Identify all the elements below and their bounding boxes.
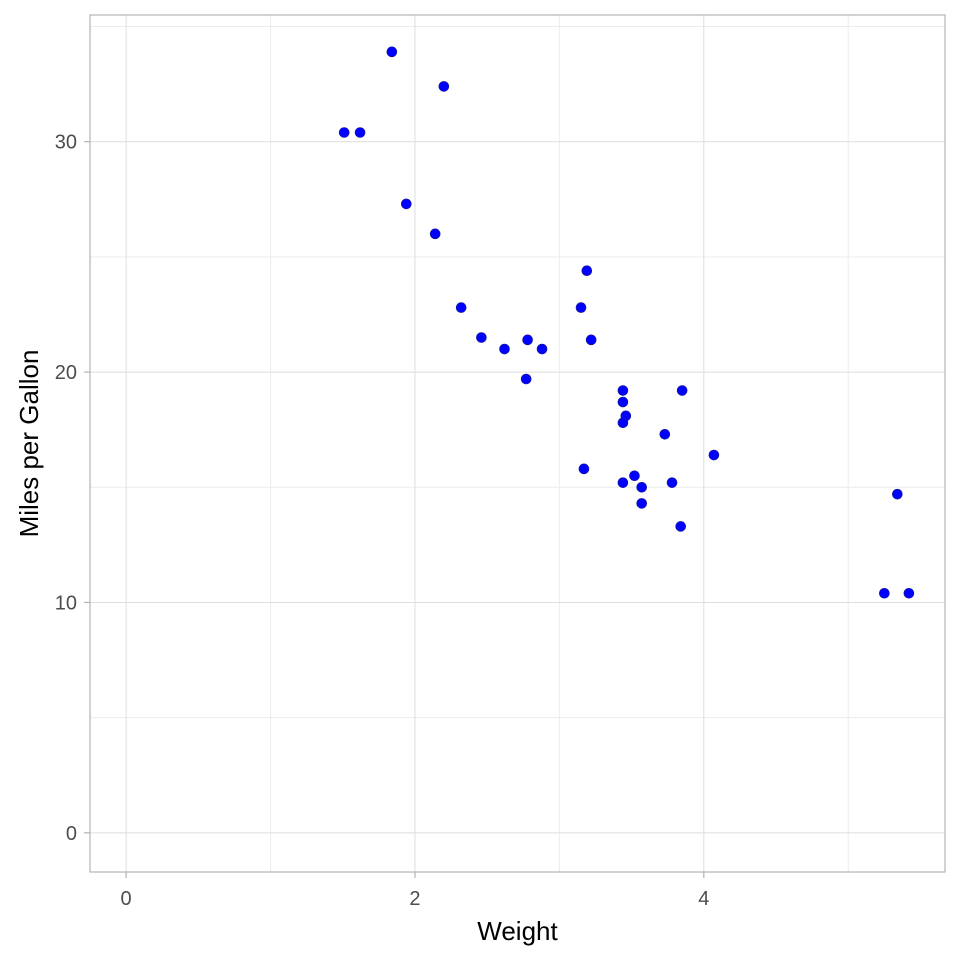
y-tick-label: 20 (55, 362, 77, 384)
x-axis-title: Weight (477, 916, 558, 946)
data-point (575, 302, 587, 313)
data-point (708, 449, 720, 461)
data-point (636, 481, 648, 493)
data-point (903, 587, 915, 599)
data-point (499, 343, 510, 355)
data-point (578, 463, 590, 475)
y-tick-label: 10 (55, 592, 77, 614)
data-point (617, 385, 629, 396)
y-tick-label: 30 (55, 132, 77, 154)
data-point (429, 228, 441, 240)
data-point (520, 373, 532, 385)
data-point (536, 343, 548, 355)
data-point (617, 417, 629, 429)
data-point (585, 334, 597, 346)
data-point (522, 334, 533, 346)
data-point (636, 498, 648, 509)
data-point (659, 428, 671, 440)
data-point (879, 587, 890, 599)
data-points (338, 46, 915, 599)
y-tick-label: 0 (66, 823, 77, 845)
data-point (617, 477, 629, 488)
data-point (476, 332, 487, 343)
data-point (676, 385, 688, 396)
tick-layer: 0 2 4 0 10 20 30 (55, 132, 710, 910)
data-point (892, 488, 903, 500)
data-point (675, 521, 687, 532)
data-point (666, 477, 678, 488)
x-tick-label: 4 (698, 888, 709, 910)
y-axis-title: Miles per Gallon (14, 350, 44, 538)
x-tick-label: 2 (409, 888, 420, 910)
data-point (338, 127, 350, 138)
data-point (354, 127, 366, 138)
data-point (617, 396, 629, 408)
data-point (400, 198, 412, 210)
x-tick-label: 0 (121, 888, 132, 910)
plot-panel-border (89, 14, 946, 873)
grid-layer (90, 15, 945, 872)
data-point (581, 265, 593, 277)
data-point (438, 81, 450, 92)
data-point (629, 470, 640, 482)
data-point (386, 46, 398, 58)
data-point (455, 302, 467, 313)
